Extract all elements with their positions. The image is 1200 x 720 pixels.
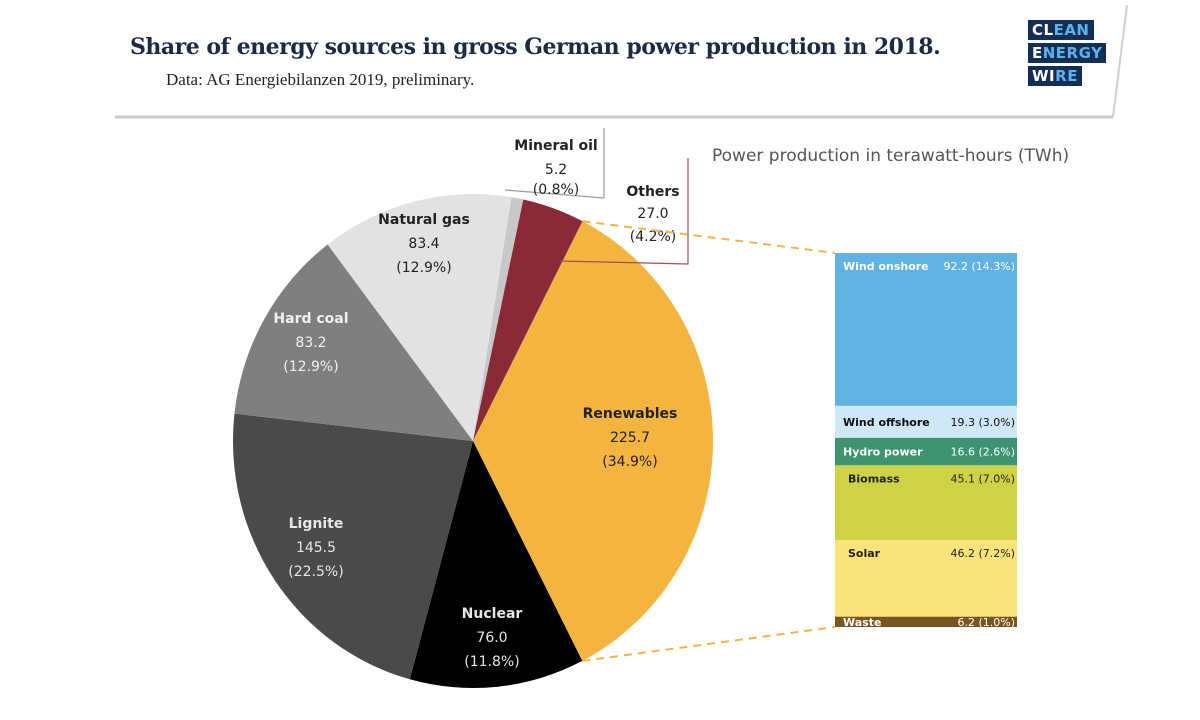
slice-percent-label: (11.8%) [464, 654, 519, 670]
pie-slice-hard-coal [234, 244, 473, 441]
bar-segment-hydro-power: Hydro power 16.6 (2.6%) [835, 437, 1017, 466]
slice-name-label: Lignite [289, 516, 344, 532]
clean-energy-wire-logo: CLEAN ENERGY WIRE [1028, 20, 1107, 89]
slice-name-label: Others [626, 184, 679, 200]
bar-segment-value: 45.1 (7.0%) [950, 472, 1015, 485]
logo-text-white: WI [1032, 67, 1056, 85]
bar-segment-name: Solar [848, 547, 881, 560]
slice-name-label: Hard coal [273, 311, 348, 327]
pie-label-hard-coal: Hard coal 83.2 (12.9%) [273, 311, 348, 375]
pie-chart: Renewables 225.7 (34.9%) Nuclear 76.0 (11.8%)… [232, 194, 713, 688]
bar-segment-name: Hydro power [843, 446, 923, 459]
pie-slice-mineral-oil [473, 197, 524, 441]
slice-name-label: Natural gas [378, 212, 470, 228]
slice-value-label: 27.0 [637, 206, 668, 222]
header-card: Share of energy sources in gross German … [0, 0, 1200, 130]
bar-segment-value: 92.2 (14.3%) [943, 260, 1015, 273]
slice-value-label: 5.2 [545, 162, 567, 178]
bar-segment-name: Wind offshore [843, 416, 930, 429]
bar-segment-name: Wind onshore [843, 260, 929, 273]
pie-label-mineral-oil: Mineral oil 5.2 (0.8%) [514, 138, 597, 198]
pie-slice-renewables [473, 221, 713, 661]
pie-label-nuclear: Nuclear 76.0 (11.8%) [462, 606, 523, 670]
bar-segment-biomass: Biomass 45.1 (7.0%) [835, 465, 1017, 541]
logo-text-blue: NERGY [1042, 44, 1103, 62]
bar-segment-value: 16.6 (2.6%) [950, 446, 1015, 459]
pie-slice-lignite [232, 413, 473, 680]
logo-row-energy: ENERGY [1028, 43, 1107, 63]
slice-name-label: Nuclear [462, 606, 523, 622]
slice-value-label: 76.0 [476, 630, 507, 646]
pie-slice-natural-gas [327, 194, 512, 441]
logo-text-blue: RE [1055, 67, 1078, 85]
pie-label-others: Others 27.0 (4.2%) [626, 184, 679, 245]
bar-segment-solar: Solar 46.2 (7.2%) [835, 540, 1017, 617]
chart-title: Share of energy sources in gross German … [130, 34, 941, 60]
slice-percent-label: (12.9%) [283, 359, 338, 375]
callout-line-others [559, 158, 689, 265]
pie-slice-nuclear [409, 441, 583, 688]
logo-row-clean: CLEAN [1028, 20, 1094, 40]
bar-segment-rect [835, 616, 1017, 627]
bar-segment-wind-onshore: Wind onshore 92.2 (14.3%) [835, 253, 1017, 406]
stacked-bar-chart: Wind onshore 92.2 (14.3%) Wind offshore 19.… [582, 220, 1017, 662]
logo-text-white: CL [1032, 21, 1054, 39]
slice-name-label: Mineral oil [514, 138, 597, 154]
bar-segment-waste: Waste 6.2 (1.0%) [835, 616, 1017, 629]
chart-subtitle: Data: AG Energiebilanzen 2019, prelimina… [166, 70, 475, 89]
connector-line-top [582, 220, 836, 254]
slice-name-label: Renewables [583, 406, 678, 422]
callout-line-mineral-oil [504, 128, 605, 199]
pie-callouts: Mineral oil 5.2 (0.8%) Others 27.0 (4.2%) [504, 128, 689, 265]
bar-segment-name: Waste [843, 616, 881, 629]
bar-segment-value: 19.3 (3.0%) [950, 416, 1015, 429]
slice-value-label: 83.2 [295, 335, 326, 351]
header-frame [115, 4, 1128, 119]
bar-segment-value: 6.2 (1.0%) [957, 616, 1015, 629]
connector-line-bottom [582, 626, 836, 662]
bar-segment-rect [835, 253, 1017, 406]
logo-text-blue: EAN [1053, 21, 1090, 39]
slice-percent-label: (22.5%) [288, 564, 343, 580]
pie-label-renewables: Renewables 225.7 (34.9%) [583, 406, 678, 470]
pie-slice-others [473, 199, 583, 441]
bar-segment-value: 46.2 (7.2%) [950, 547, 1015, 560]
slice-percent-label: (12.9%) [396, 260, 451, 276]
logo-text-white: E [1032, 44, 1043, 62]
slice-percent-label: (4.2%) [630, 229, 677, 245]
bar-segment-rect [835, 437, 1017, 466]
slice-value-label: 225.7 [610, 430, 650, 446]
pie-label-lignite: Lignite 145.5 (22.5%) [288, 516, 343, 580]
bar-segment-wind-offshore: Wind offshore 19.3 (3.0%) [835, 405, 1017, 438]
bar-segment-rect [835, 465, 1017, 541]
bar-segment-rect [835, 405, 1017, 438]
slice-value-label: 83.4 [408, 236, 439, 252]
slice-percent-label: (34.9%) [602, 454, 657, 470]
bar-segment-name: Biomass [848, 472, 900, 485]
bar-chart-title: Power production in terawatt-hours (TWh) [712, 146, 1070, 166]
slice-value-label: 145.5 [296, 540, 336, 556]
slice-percent-label: (0.8%) [533, 182, 580, 198]
bar-segment-rect [835, 540, 1017, 617]
pie-label-natural-gas: Natural gas 83.4 (12.9%) [378, 212, 470, 276]
logo-row-wire: WIRE [1028, 66, 1082, 86]
